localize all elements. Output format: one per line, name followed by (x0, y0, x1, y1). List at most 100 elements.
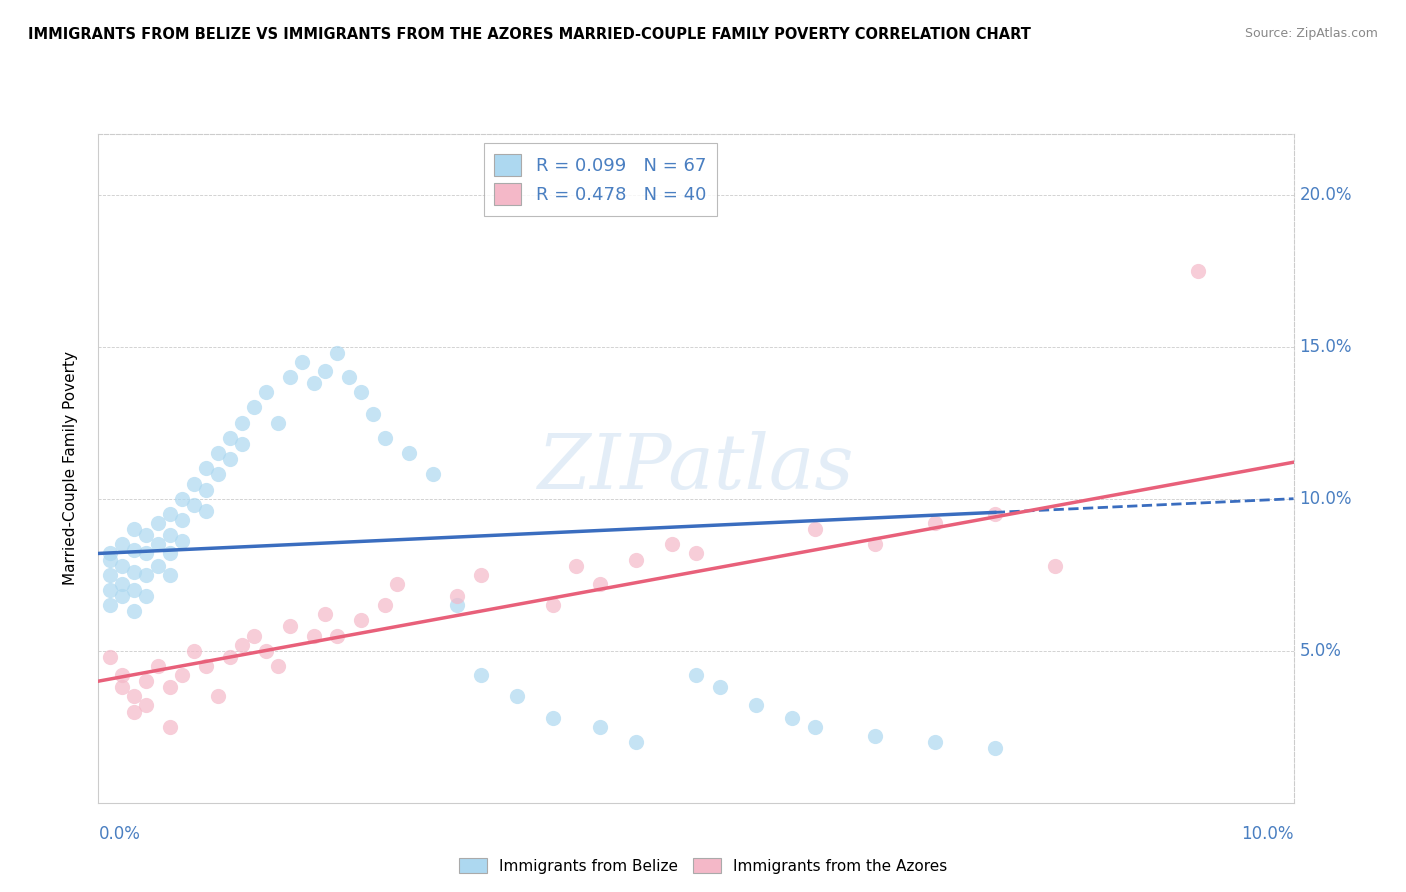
Point (865, 729, 887, 743)
Point (135, 528, 157, 542)
Point (1043, 558, 1066, 573)
Point (422, 467, 444, 482)
Point (194, 483, 218, 497)
Point (350, 385, 373, 400)
Point (207, 446, 229, 460)
Point (446, 598, 468, 612)
Point (148, 558, 170, 573)
Point (98, 598, 122, 612)
Point (207, 467, 229, 482)
Point (159, 546, 181, 560)
Point (183, 644, 205, 658)
Point (148, 516, 170, 530)
Point (541, 711, 564, 725)
Point (924, 516, 946, 530)
Point (363, 407, 385, 421)
Point (745, 698, 768, 713)
Point (124, 543, 146, 558)
Point (804, 522, 827, 536)
Point (924, 735, 946, 749)
Point (804, 720, 827, 734)
Point (302, 628, 325, 642)
Point (98, 649, 122, 664)
Point (98, 567, 122, 582)
Point (470, 567, 492, 582)
Point (124, 565, 146, 579)
Point (254, 644, 277, 658)
Point (98, 546, 122, 560)
Point (685, 546, 707, 560)
Point (111, 589, 134, 603)
Point (124, 522, 146, 536)
Point (124, 582, 146, 597)
Point (243, 628, 266, 642)
Text: 10.0%: 10.0% (1299, 490, 1353, 508)
Point (374, 431, 396, 445)
Point (194, 504, 218, 518)
Point (135, 674, 157, 689)
Point (243, 401, 266, 415)
Point (506, 690, 529, 704)
Point (685, 668, 707, 682)
Point (124, 705, 146, 719)
Point (661, 537, 683, 551)
Point (124, 604, 146, 618)
Point (111, 537, 134, 551)
Point (865, 537, 887, 551)
Point (231, 437, 253, 451)
Point (470, 668, 492, 682)
Point (1187, 263, 1209, 277)
Point (183, 476, 205, 491)
Point (446, 589, 468, 603)
Point (98, 582, 122, 597)
Text: 5.0%: 5.0% (1299, 641, 1341, 660)
Point (159, 680, 181, 694)
Point (98, 552, 122, 566)
Point (983, 507, 1005, 521)
Text: 0.0%: 0.0% (98, 825, 141, 843)
Point (219, 452, 242, 467)
Point (302, 376, 325, 391)
Point (172, 534, 194, 549)
Point (231, 638, 253, 652)
Point (709, 680, 731, 694)
Point (172, 668, 194, 682)
Point (278, 370, 301, 384)
Legend: Immigrants from Belize, Immigrants from the Azores: Immigrants from Belize, Immigrants from … (453, 852, 953, 880)
Point (350, 613, 373, 627)
Text: 10.0%: 10.0% (1241, 825, 1294, 843)
Point (780, 711, 803, 725)
Point (148, 659, 170, 673)
Point (278, 619, 301, 633)
Point (254, 385, 277, 400)
Point (111, 680, 134, 694)
Point (159, 507, 181, 521)
Point (374, 598, 396, 612)
Point (385, 577, 409, 591)
Point (219, 649, 242, 664)
Point (231, 416, 253, 430)
Point (326, 345, 349, 359)
Text: Source: ZipAtlas.com: Source: ZipAtlas.com (1244, 27, 1378, 40)
Point (565, 558, 588, 573)
Point (290, 355, 312, 369)
Point (111, 577, 134, 591)
Point (135, 546, 157, 560)
Text: ZIPatlas: ZIPatlas (537, 432, 855, 505)
Legend: R = 0.099   N = 67, R = 0.478   N = 40: R = 0.099 N = 67, R = 0.478 N = 40 (484, 143, 717, 216)
Point (135, 567, 157, 582)
Point (267, 416, 290, 430)
Point (398, 446, 420, 460)
Point (194, 659, 218, 673)
Point (267, 659, 290, 673)
Text: 15.0%: 15.0% (1299, 338, 1353, 356)
Point (315, 607, 337, 622)
Point (159, 528, 181, 542)
Point (589, 720, 612, 734)
Point (194, 461, 218, 475)
Point (135, 589, 157, 603)
Text: 20.0%: 20.0% (1299, 186, 1353, 203)
Point (159, 567, 181, 582)
Point (172, 513, 194, 527)
Point (111, 668, 134, 682)
